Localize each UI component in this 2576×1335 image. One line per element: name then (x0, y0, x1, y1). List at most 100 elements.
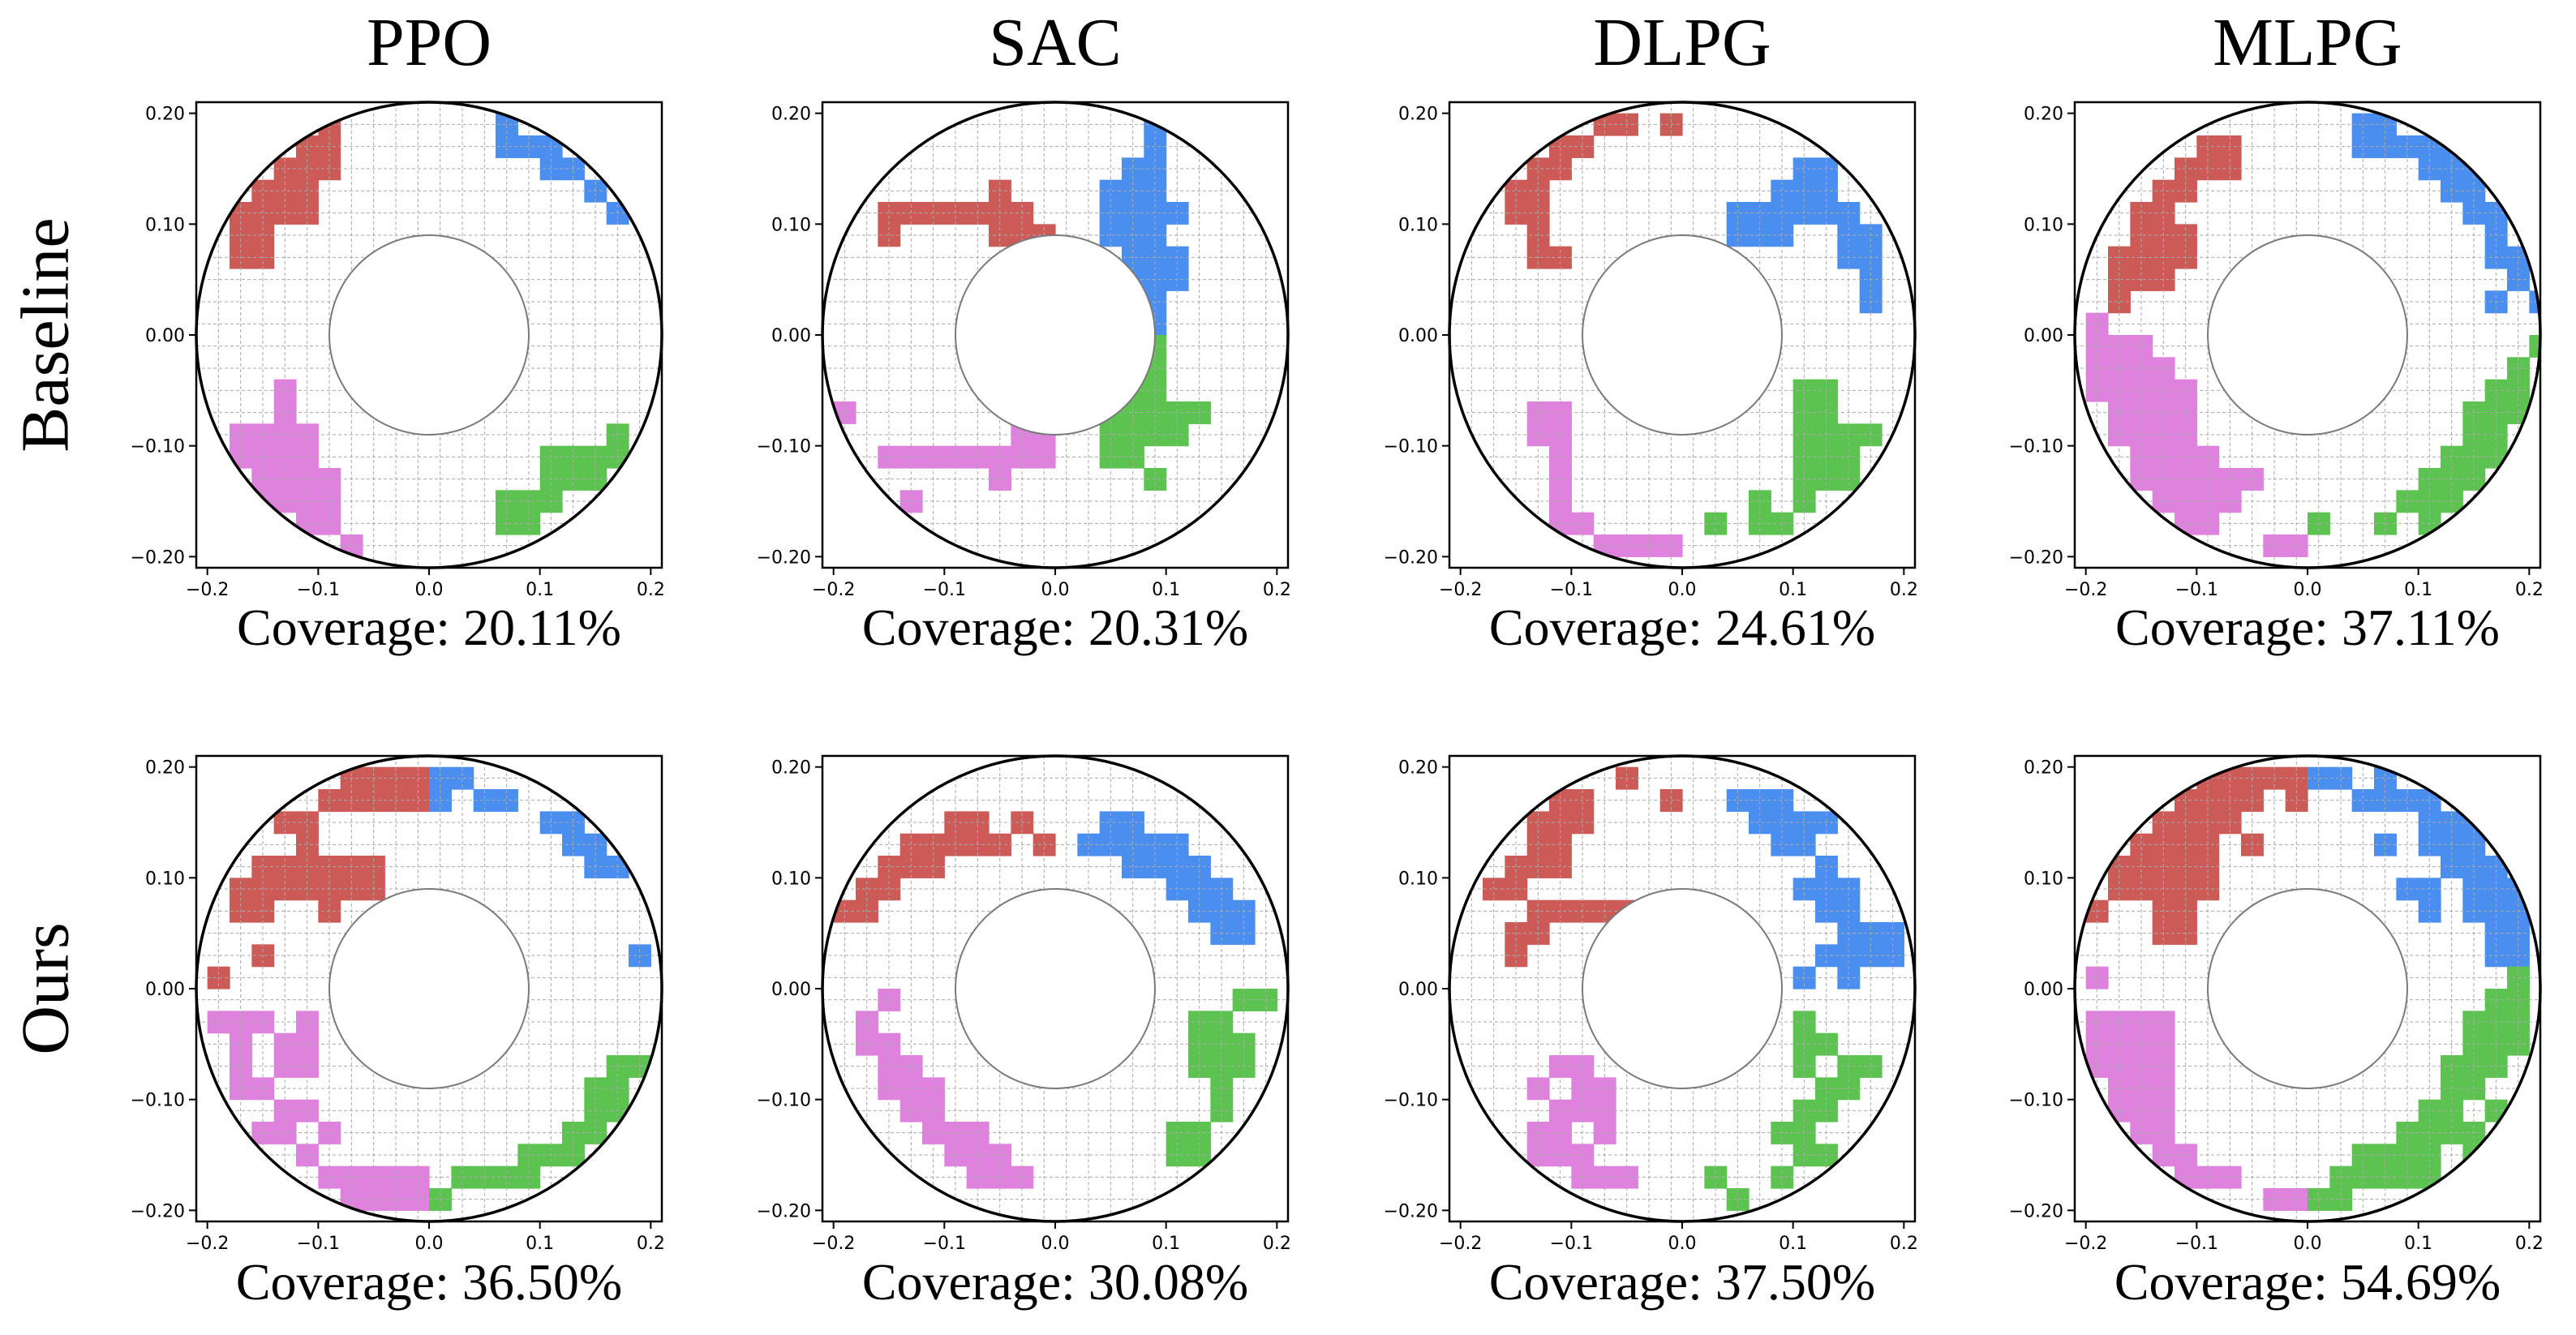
y-tick-label: −0.10 (757, 1091, 811, 1111)
y-tick-label: −0.20 (131, 547, 185, 568)
x-tick-label: 0.2 (637, 580, 665, 600)
coverage-label: Coverage: 30.08% (862, 1253, 1248, 1311)
y-tick-label: 0.10 (2024, 215, 2063, 235)
column-title-sac: SAC (989, 5, 1121, 80)
x-tick-label: 0.2 (2515, 1234, 2544, 1254)
y-tick-label: −0.20 (2009, 1201, 2063, 1221)
y-tick-label: −0.10 (131, 1091, 185, 1111)
row-label-baseline: Baseline (7, 217, 83, 452)
y-tick-label: 0.20 (2024, 105, 2063, 125)
x-tick-label: 0.2 (1263, 1234, 1291, 1254)
y-tick-label: 0.10 (771, 215, 811, 235)
y-tick-label: 0.20 (2024, 758, 2063, 779)
x-tick-label: −0.1 (2175, 1234, 2218, 1254)
y-tick-label: −0.20 (757, 1201, 811, 1221)
y-tick-label: 0.20 (145, 758, 185, 779)
inner-obstacle (2207, 234, 2408, 436)
y-tick-label: −0.20 (757, 547, 811, 568)
x-tick-label: −0.1 (923, 1234, 966, 1254)
inner-obstacle (1582, 234, 1783, 436)
y-tick-label: 0.00 (2024, 326, 2063, 346)
coverage-label: Coverage: 20.11% (237, 599, 621, 656)
x-tick-label: −0.1 (2175, 580, 2218, 600)
x-tick-label: 0.1 (2404, 580, 2432, 600)
x-tick-label: 0.0 (1668, 1234, 1697, 1254)
x-tick-label: 0.0 (415, 580, 444, 600)
x-tick-label: 0.2 (1890, 580, 1918, 600)
y-tick-label: −0.20 (1384, 547, 1438, 568)
x-tick-label: 0.0 (2294, 1234, 2322, 1254)
y-tick-label: 0.00 (145, 980, 185, 1000)
x-tick-label: −0.2 (2064, 580, 2107, 600)
y-tick-label: −0.20 (2009, 547, 2063, 568)
x-tick-label: −0.2 (1439, 1234, 1482, 1254)
x-tick-label: 0.0 (415, 1234, 444, 1254)
panel-ours-sac: −0.2 −0.1 0.0 0.1 0.2 −0.20 −0.10 0.00 0.10 0.20 C… (757, 754, 1291, 1311)
x-tick-label: −0.2 (2064, 1234, 2107, 1254)
x-tick-label: 0.1 (1779, 1234, 1807, 1254)
x-tick-label: −0.2 (186, 1234, 229, 1254)
x-tick-label: 0.0 (1041, 1234, 1070, 1254)
x-tick-label: 0.0 (1668, 580, 1697, 600)
x-tick-label: −0.2 (812, 1234, 855, 1254)
column-title-dlpg: DLPG (1593, 5, 1771, 80)
y-tick-label: −0.10 (1384, 1091, 1438, 1111)
x-tick-label: −0.1 (297, 580, 340, 600)
x-tick-label: 0.0 (2294, 580, 2322, 600)
panel-baseline-dlpg: −0.2 −0.1 0.0 0.1 0.2 −0.20 −0.10 0.00 0.10 0.20 C… (1384, 101, 1918, 656)
inner-obstacle (328, 234, 530, 436)
x-tick-label: −0.1 (297, 1234, 340, 1254)
y-tick-label: 0.10 (2024, 869, 2063, 889)
panel-ours-mlpg: −0.2 −0.1 0.0 0.1 0.2 −0.20 −0.10 0.00 0.10 0.20 C… (2009, 754, 2544, 1311)
y-tick-label: 0.20 (145, 105, 185, 125)
x-tick-label: −0.2 (1439, 580, 1482, 600)
x-tick-label: −0.1 (923, 580, 966, 600)
panel-baseline-ppo: −0.2 −0.1 0.0 0.1 0.2 −0.20 −0.10 0.00 0.10 0.20 C… (131, 101, 665, 656)
x-tick-label: 0.0 (1041, 580, 1070, 600)
y-tick-label: −0.20 (131, 1201, 185, 1221)
inner-obstacle (1582, 888, 1783, 1089)
column-title-ppo: PPO (367, 5, 492, 80)
x-tick-label: −0.1 (1550, 580, 1593, 600)
y-tick-label: 0.10 (145, 215, 185, 235)
coverage-label: Coverage: 37.50% (1489, 1253, 1875, 1311)
x-tick-label: 0.1 (1152, 580, 1180, 600)
y-tick-label: 0.00 (2024, 980, 2063, 1000)
row-label-ours: Ours (7, 922, 83, 1054)
y-tick-label: 0.00 (771, 980, 811, 1000)
x-tick-label: 0.2 (637, 1234, 665, 1254)
panel-ours-dlpg: −0.2 −0.1 0.0 0.1 0.2 −0.20 −0.10 0.00 0.10 0.20 C… (1384, 754, 1918, 1311)
x-tick-label: 0.1 (1152, 1234, 1180, 1254)
y-tick-label: 0.00 (1398, 980, 1438, 1000)
y-tick-label: 0.00 (1398, 326, 1438, 346)
y-tick-label: −0.20 (1384, 1201, 1438, 1221)
y-tick-label: 0.00 (771, 326, 811, 346)
coverage-label: Coverage: 24.61% (1489, 599, 1875, 656)
x-tick-label: 0.1 (526, 580, 554, 600)
coverage-label: Coverage: 37.11% (2115, 599, 2500, 656)
y-tick-label: −0.10 (2009, 1091, 2063, 1111)
inner-obstacle (955, 888, 1156, 1089)
y-tick-label: 0.00 (145, 326, 185, 346)
y-tick-label: 0.10 (771, 869, 811, 889)
x-tick-label: 0.1 (1779, 580, 1807, 600)
x-tick-label: 0.2 (1263, 580, 1291, 600)
y-tick-label: 0.20 (771, 758, 811, 779)
x-tick-label: 0.2 (2515, 580, 2544, 600)
x-tick-label: −0.1 (1550, 1234, 1593, 1254)
y-tick-label: −0.10 (131, 437, 185, 457)
panel-baseline-mlpg: −0.2 −0.1 0.0 0.1 0.2 −0.20 −0.10 0.00 0.10 0.20 C… (2009, 101, 2544, 656)
coverage-label: Coverage: 36.50% (236, 1253, 622, 1311)
y-tick-label: −0.10 (757, 437, 811, 457)
panel-baseline-sac: −0.2 −0.1 0.0 0.1 0.2 −0.20 −0.10 0.00 0.10 0.20 C… (757, 101, 1291, 656)
y-tick-label: 0.20 (1398, 105, 1438, 125)
x-tick-label: −0.2 (186, 580, 229, 600)
y-tick-label: 0.10 (1398, 869, 1438, 889)
inner-obstacle (955, 234, 1156, 436)
panel-ours-ppo: −0.2 −0.1 0.0 0.1 0.2 −0.20 −0.10 0.00 0.10 0.20 C… (131, 754, 665, 1311)
inner-obstacle (2207, 888, 2408, 1089)
inner-obstacle (328, 888, 530, 1089)
x-tick-label: 0.2 (1890, 1234, 1918, 1254)
coverage-label: Coverage: 54.69% (2114, 1253, 2501, 1311)
